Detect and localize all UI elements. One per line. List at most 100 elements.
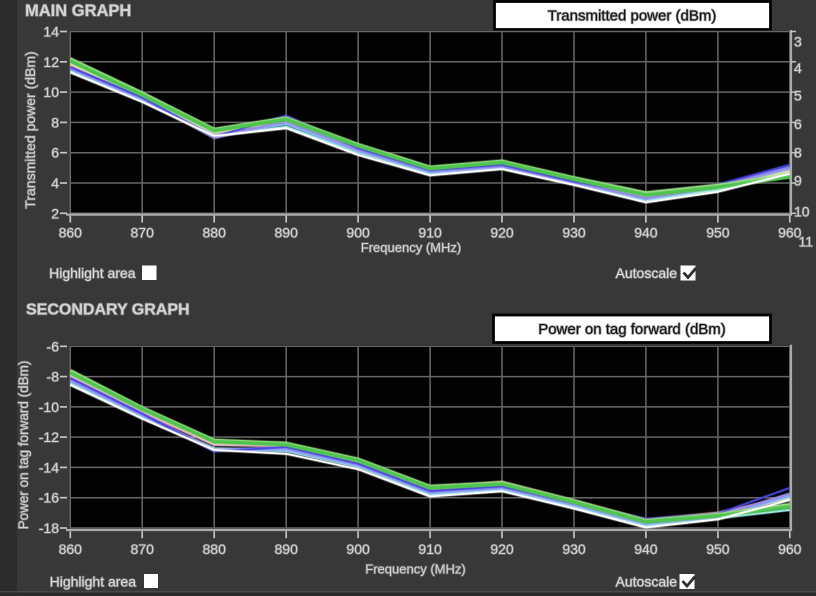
svg-text:910: 910 xyxy=(418,224,442,240)
svg-text:-10: -10 xyxy=(39,399,59,415)
svg-text:880: 880 xyxy=(203,541,227,557)
svg-text:4: 4 xyxy=(51,175,59,191)
svg-text:Frequency (MHz): Frequency (MHz) xyxy=(361,240,461,255)
svg-text:10: 10 xyxy=(794,204,810,220)
svg-text:Highlight area: Highlight area xyxy=(50,574,137,590)
svg-text:940: 940 xyxy=(634,541,658,557)
svg-text:SECONDARY GRAPH: SECONDARY GRAPH xyxy=(26,302,190,319)
svg-text:860: 860 xyxy=(59,541,83,557)
svg-text:950: 950 xyxy=(706,224,730,240)
svg-text:4: 4 xyxy=(794,60,802,76)
svg-text:-10: -10 xyxy=(39,399,59,415)
svg-text:Transmitted power (dBm): Transmitted power (dBm) xyxy=(22,51,38,208)
svg-text:890: 890 xyxy=(275,224,299,240)
svg-text:950: 950 xyxy=(706,541,730,557)
svg-text:-6: -6 xyxy=(47,338,60,354)
svg-text:12: 12 xyxy=(43,54,59,70)
svg-text:960: 960 xyxy=(778,224,802,240)
svg-text:-8: -8 xyxy=(47,369,60,385)
svg-text:940: 940 xyxy=(634,224,658,240)
svg-text:900: 900 xyxy=(346,541,370,557)
svg-text:950: 950 xyxy=(706,224,730,240)
svg-text:6: 6 xyxy=(794,116,802,132)
svg-text:890: 890 xyxy=(275,541,299,557)
svg-text:880: 880 xyxy=(203,224,227,240)
svg-text:MAIN GRAPH: MAIN GRAPH xyxy=(25,2,131,20)
svg-text:Highlight area: Highlight area xyxy=(49,265,136,281)
svg-text:-16: -16 xyxy=(39,490,59,506)
svg-text:8: 8 xyxy=(51,114,59,130)
svg-text:Power on tag forward (dBm): Power on tag forward (dBm) xyxy=(538,321,726,338)
svg-text:870: 870 xyxy=(131,224,155,240)
svg-text:910: 910 xyxy=(418,541,442,557)
svg-text:5: 5 xyxy=(794,88,802,104)
svg-text:10: 10 xyxy=(43,84,59,100)
svg-text:9: 9 xyxy=(794,173,802,189)
svg-text:9: 9 xyxy=(794,173,802,189)
svg-text:5: 5 xyxy=(794,88,802,104)
svg-text:960: 960 xyxy=(778,541,802,557)
svg-text:-18: -18 xyxy=(39,520,59,536)
svg-text:Autoscale: Autoscale xyxy=(616,265,678,281)
svg-text:-16: -16 xyxy=(39,490,59,506)
svg-text:910: 910 xyxy=(418,541,442,557)
svg-text:900: 900 xyxy=(346,224,370,240)
svg-text:870: 870 xyxy=(131,224,155,240)
svg-text:880: 880 xyxy=(203,541,227,557)
svg-text:-18: -18 xyxy=(39,520,59,536)
svg-text:14: 14 xyxy=(43,24,59,40)
svg-text:11: 11 xyxy=(799,234,814,250)
svg-text:Transmitted power (dBm): Transmitted power (dBm) xyxy=(22,51,38,208)
svg-text:3: 3 xyxy=(794,34,802,50)
svg-text:Power on tag forward (dBm): Power on tag forward (dBm) xyxy=(16,361,31,530)
svg-text:Frequency (MHz): Frequency (MHz) xyxy=(361,240,461,255)
svg-text:Autoscale: Autoscale xyxy=(616,265,678,281)
svg-text:910: 910 xyxy=(418,224,442,240)
svg-text:940: 940 xyxy=(634,224,658,240)
svg-text:-14: -14 xyxy=(39,459,59,475)
svg-text:870: 870 xyxy=(131,541,155,557)
svg-text:860: 860 xyxy=(59,224,83,240)
svg-text:8: 8 xyxy=(51,114,59,130)
svg-text:900: 900 xyxy=(346,224,370,240)
svg-text:MAIN GRAPH: MAIN GRAPH xyxy=(25,2,131,20)
svg-text:Autoscale: Autoscale xyxy=(616,574,678,590)
svg-text:SECONDARY GRAPH: SECONDARY GRAPH xyxy=(26,302,190,319)
svg-text:3: 3 xyxy=(794,34,802,50)
svg-text:930: 930 xyxy=(562,541,586,557)
svg-text:Transmitted power (dBm): Transmitted power (dBm) xyxy=(548,8,717,25)
svg-text:-8: -8 xyxy=(47,369,60,385)
svg-text:8: 8 xyxy=(794,145,802,161)
svg-text:12: 12 xyxy=(43,54,59,70)
svg-text:880: 880 xyxy=(203,224,227,240)
svg-text:960: 960 xyxy=(778,541,802,557)
svg-text:2: 2 xyxy=(51,205,59,221)
svg-text:-14: -14 xyxy=(39,459,59,475)
svg-text:Power on tag forward (dBm): Power on tag forward (dBm) xyxy=(538,321,726,338)
svg-text:10: 10 xyxy=(43,84,59,100)
svg-text:11: 11 xyxy=(799,234,814,250)
svg-text:6: 6 xyxy=(794,116,802,132)
svg-text:Frequency (MHz): Frequency (MHz) xyxy=(365,562,465,577)
svg-text:Autoscale: Autoscale xyxy=(616,574,678,590)
svg-text:900: 900 xyxy=(346,541,370,557)
svg-text:6: 6 xyxy=(51,145,59,161)
svg-text:950: 950 xyxy=(706,541,730,557)
svg-text:920: 920 xyxy=(490,224,514,240)
svg-text:Power on tag forward (dBm): Power on tag forward (dBm) xyxy=(16,361,31,530)
svg-text:Frequency (MHz): Frequency (MHz) xyxy=(365,562,465,577)
svg-text:Transmitted power (dBm): Transmitted power (dBm) xyxy=(548,8,717,25)
svg-text:-6: -6 xyxy=(47,338,60,354)
svg-text:Highlight area: Highlight area xyxy=(50,574,137,590)
svg-text:930: 930 xyxy=(562,224,586,240)
svg-text:930: 930 xyxy=(562,224,586,240)
svg-text:2: 2 xyxy=(51,205,59,221)
svg-text:860: 860 xyxy=(59,541,83,557)
svg-text:920: 920 xyxy=(490,541,514,557)
svg-text:Highlight area: Highlight area xyxy=(49,265,136,281)
svg-text:920: 920 xyxy=(490,541,514,557)
svg-text:890: 890 xyxy=(275,541,299,557)
svg-text:870: 870 xyxy=(131,541,155,557)
svg-text:8: 8 xyxy=(794,145,802,161)
svg-text:860: 860 xyxy=(59,224,83,240)
